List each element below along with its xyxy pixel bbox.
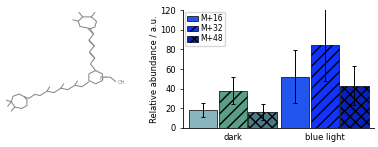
Bar: [281, 77, 309, 128]
Legend: M+16, M+32, M+48: M+16, M+32, M+48: [185, 12, 225, 46]
Bar: [311, 45, 339, 128]
Text: N$^+$: N$^+$: [99, 74, 108, 83]
Bar: [248, 112, 277, 128]
Text: OH: OH: [118, 80, 125, 85]
Y-axis label: Relative abundance / a.u.: Relative abundance / a.u.: [150, 15, 158, 123]
Bar: [219, 91, 247, 128]
Bar: [340, 86, 369, 128]
Bar: [189, 110, 217, 128]
